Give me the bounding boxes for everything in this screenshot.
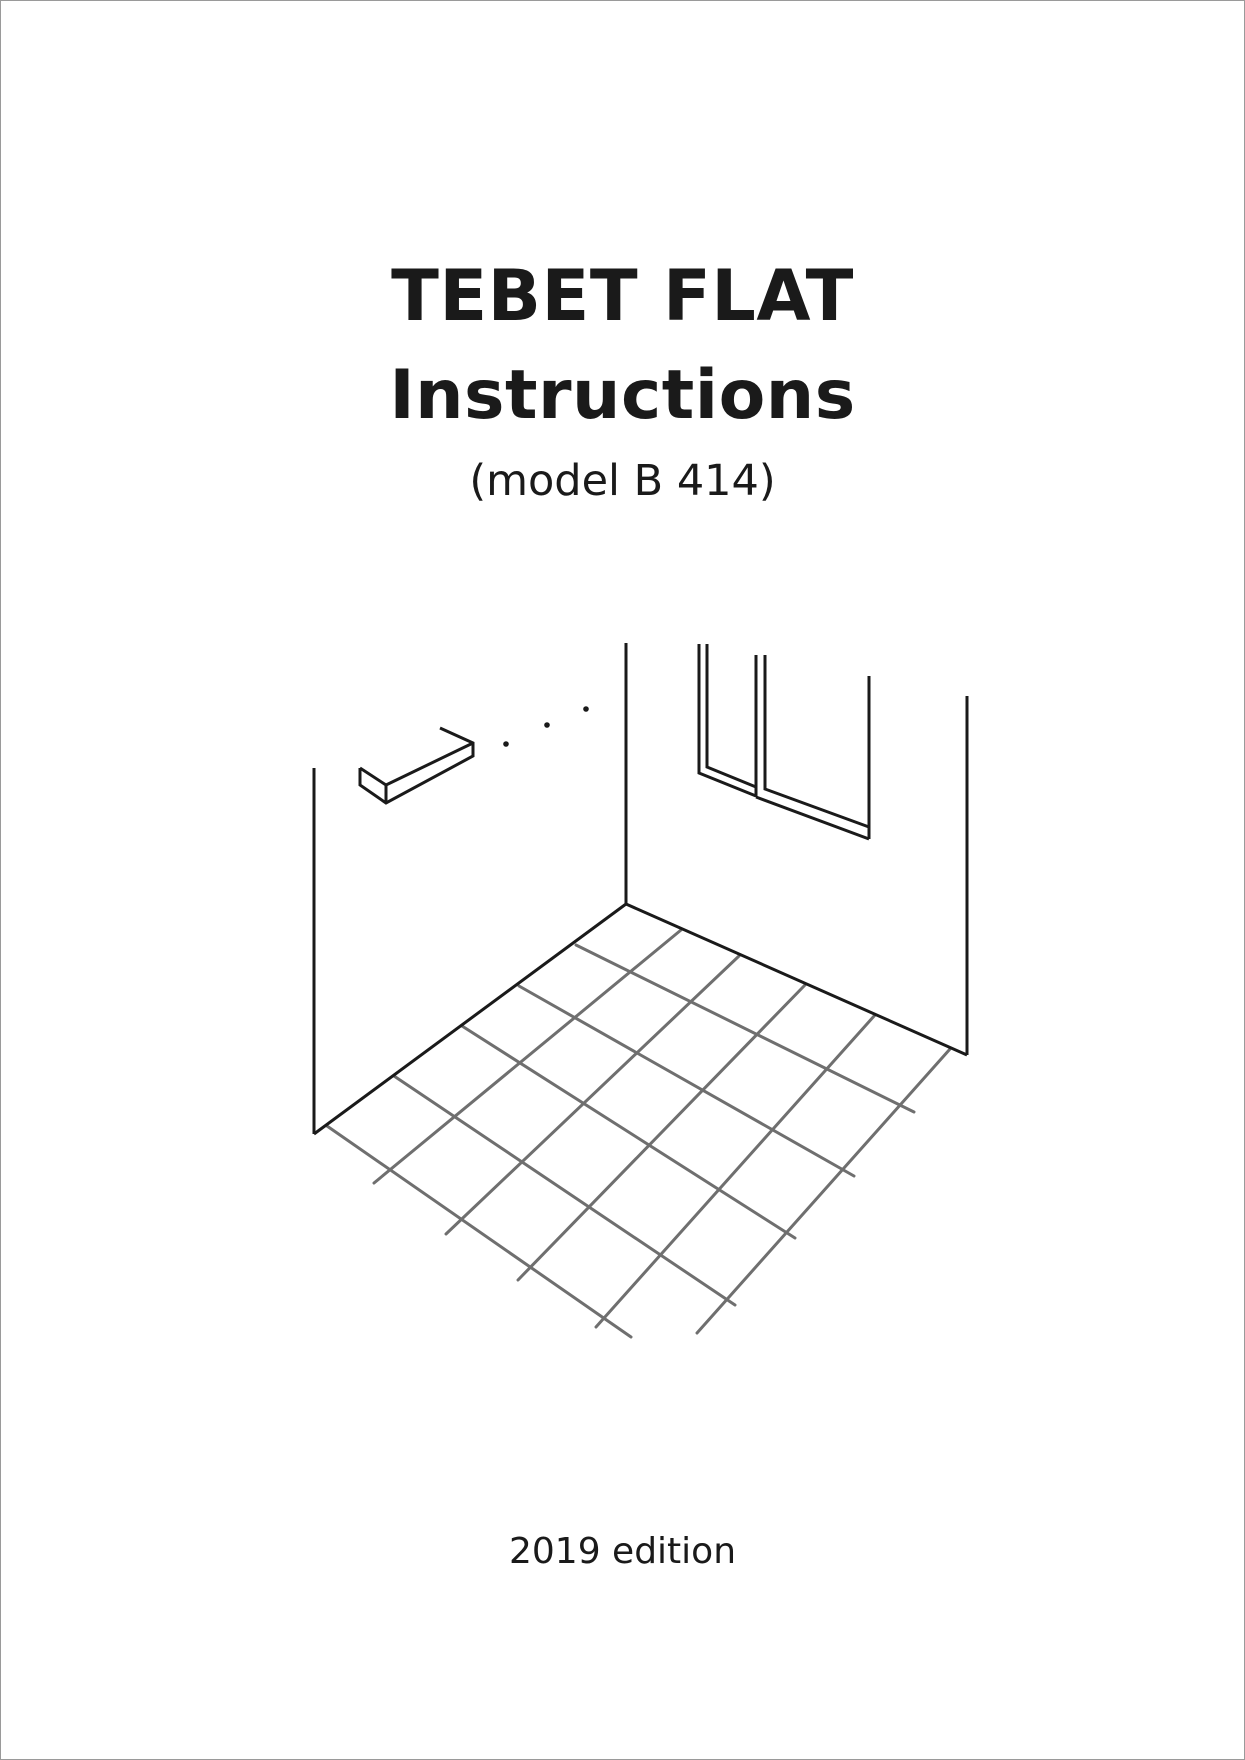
mounting-dots <box>503 706 589 747</box>
edition-year: 2019 edition <box>508 1531 737 1572</box>
floor-tile-grid <box>325 928 952 1339</box>
soap-shelf-icon <box>358 726 475 805</box>
document-subtitle: Instructions <box>389 356 856 435</box>
glass-door-icon <box>697 644 871 841</box>
shower-walls <box>312 643 969 1136</box>
model-number: (model B 414) <box>469 456 776 506</box>
product-title: TEBET FLAT <box>391 255 854 337</box>
